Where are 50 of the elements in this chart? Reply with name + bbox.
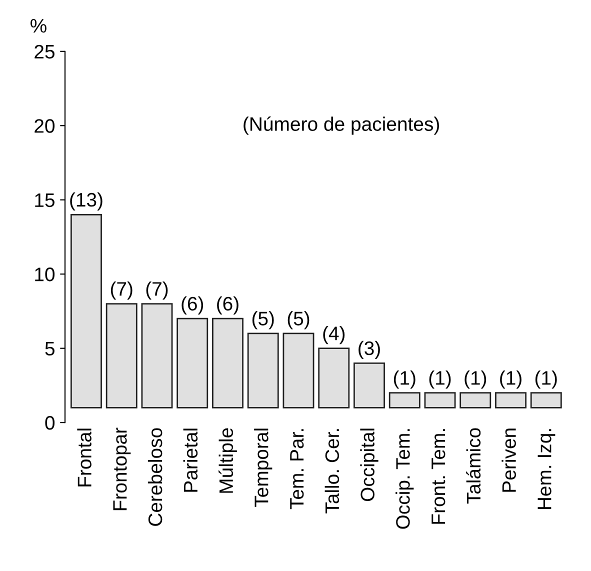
x-tick-label: Cerebeloso: [148, 428, 162, 526]
x-tick-label: Tem. Par.: [290, 429, 304, 510]
data-label: (5): [288, 311, 310, 330]
bar: [106, 303, 138, 408]
data-label: (1): [500, 370, 522, 389]
data-label: (6): [182, 296, 204, 314]
data-label: (4): [323, 326, 345, 344]
bar: [141, 303, 173, 408]
x-tick-label: Occipital: [360, 428, 378, 502]
y-tick-label: 0: [45, 416, 55, 430]
bar: [354, 362, 385, 408]
y-axis-title: %: [30, 19, 46, 33]
x-tick-label: Frontopar: [113, 428, 131, 510]
x-tick-label: Temporal: [254, 428, 272, 507]
x-tick-label: Frontal: [77, 428, 92, 486]
y-tick-label: 15: [35, 194, 54, 208]
x-tick-label: Hem. Izq.: [538, 429, 556, 509]
bar: [318, 348, 350, 408]
bar: [70, 214, 102, 408]
data-label: (1): [464, 370, 486, 389]
x-tick-label: Occip. Tem.: [396, 429, 414, 529]
x-tick-label: Front. Tem.: [432, 429, 446, 524]
bar: [495, 392, 526, 408]
data-label: (6): [217, 296, 238, 314]
bar: [176, 318, 208, 408]
bar: [424, 392, 456, 408]
x-tick-label: Parietal: [183, 428, 198, 492]
data-label: (1): [394, 370, 416, 389]
data-label: (7): [146, 281, 168, 300]
data-label: (1): [429, 370, 451, 389]
data-label: (3): [358, 340, 380, 359]
data-label: (13): [70, 192, 102, 211]
data-label: (5): [252, 311, 274, 330]
bar: [212, 318, 244, 408]
bar: [460, 392, 492, 408]
y-tick-label: 20: [34, 119, 55, 133]
y-tick-label: 5: [45, 342, 54, 356]
bar: [530, 392, 562, 408]
y-tick-label: 25: [34, 44, 54, 59]
x-tick-label: Tallo. Cer.: [324, 429, 340, 514]
bar: [388, 392, 420, 408]
bar: [247, 332, 279, 408]
x-tick-label: Múltiple: [218, 428, 237, 493]
bar: [282, 332, 314, 408]
y-tick-label: 10: [35, 268, 55, 282]
data-label: (7): [110, 281, 132, 300]
x-tick-label: Talámico: [466, 428, 481, 504]
data-label: (1): [535, 370, 557, 389]
annotation: (Número de pacientes): [244, 116, 439, 135]
x-tick-label: Periven: [502, 428, 516, 492]
